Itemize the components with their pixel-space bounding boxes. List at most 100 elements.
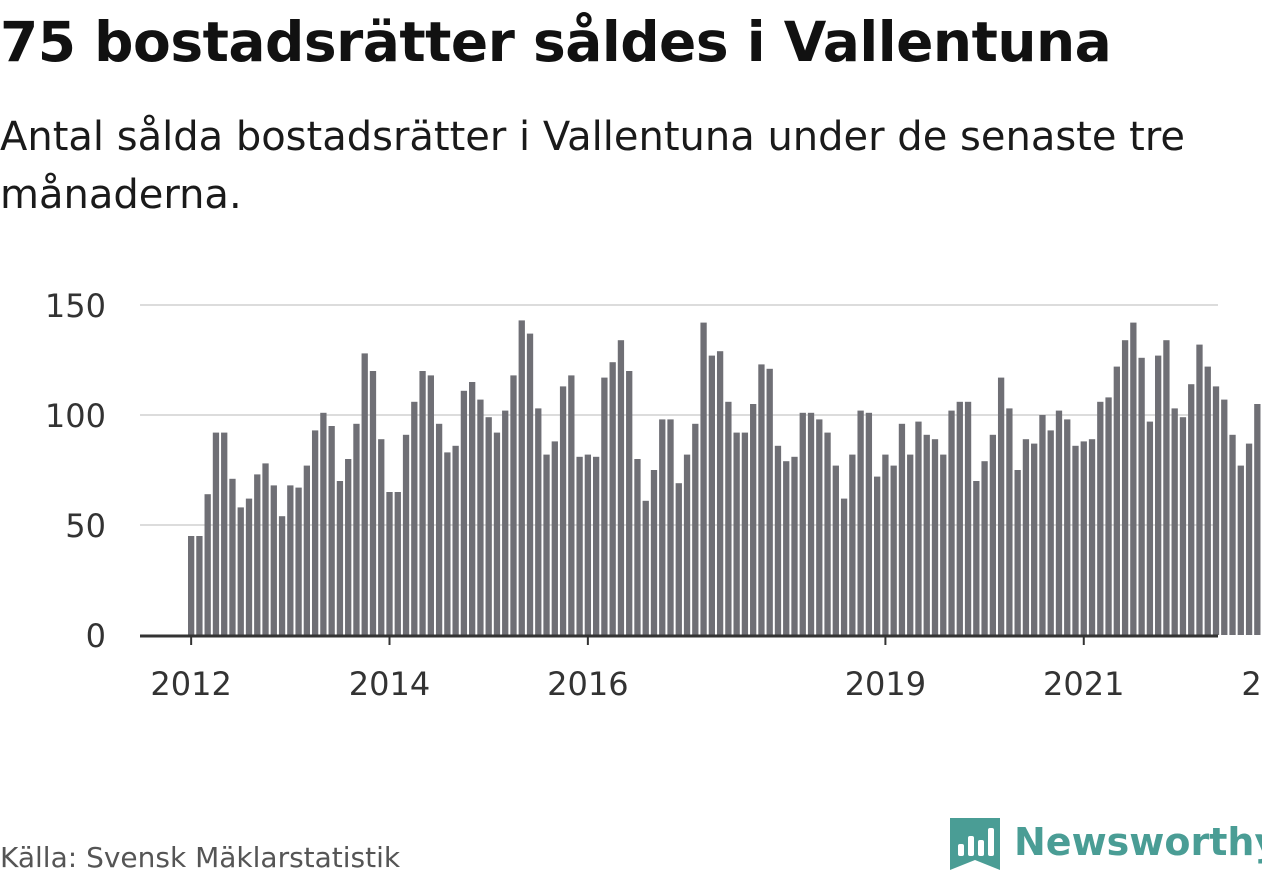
bar [617, 340, 625, 635]
bar [402, 434, 410, 635]
bar [196, 536, 203, 635]
bar [766, 368, 773, 635]
bar [419, 371, 426, 635]
source-note: Källa: Svensk Mäklarstatistik [0, 841, 401, 874]
bar [543, 454, 550, 635]
bar [915, 421, 922, 635]
bar [477, 399, 484, 635]
bar [369, 371, 377, 635]
bar [270, 485, 277, 635]
bar [824, 432, 831, 635]
bar [245, 498, 253, 635]
bar [1229, 434, 1236, 635]
x-tick-label: 2021 [1043, 665, 1124, 703]
bar [361, 353, 368, 635]
bar [1006, 408, 1013, 635]
bar [336, 481, 344, 635]
bar [221, 432, 228, 635]
bar [783, 461, 790, 635]
bar [576, 456, 583, 635]
bar [882, 454, 889, 635]
bar [212, 432, 220, 635]
bar [411, 401, 418, 635]
bar [907, 454, 914, 635]
bar [758, 364, 765, 635]
bar [601, 377, 608, 635]
bar [1254, 404, 1261, 635]
bar [378, 439, 385, 635]
bar [716, 351, 724, 635]
bar [568, 375, 575, 635]
bar [204, 494, 211, 635]
bar [609, 362, 616, 635]
bar [840, 498, 848, 635]
bar [948, 410, 955, 635]
bar [667, 419, 674, 635]
bar [857, 410, 864, 635]
bar [1130, 322, 1137, 635]
bar [1088, 439, 1096, 635]
bar [989, 434, 997, 635]
bar [1022, 439, 1030, 635]
bar [469, 382, 476, 635]
bar [1163, 340, 1170, 635]
bar [1196, 344, 1203, 635]
bar [1080, 441, 1087, 635]
bar [1146, 421, 1154, 635]
bar [584, 454, 592, 635]
x-tick-label: 2023 [1241, 665, 1262, 703]
bar [791, 456, 798, 635]
bar [733, 432, 740, 635]
bar [1179, 417, 1187, 635]
bar [1105, 397, 1112, 635]
bar [1221, 399, 1228, 635]
bar [890, 465, 897, 635]
bar [865, 412, 873, 635]
bar [353, 423, 360, 635]
y-tick-label: 0 [86, 617, 106, 655]
bar [493, 432, 501, 635]
bar [626, 371, 633, 635]
y-tick-label: 150 [45, 287, 106, 325]
bar [237, 507, 244, 635]
bar [303, 465, 311, 635]
bar [386, 492, 393, 635]
bar [964, 401, 972, 635]
bar [518, 320, 525, 635]
bar [1121, 340, 1129, 635]
bar [931, 439, 939, 635]
bar [750, 404, 757, 635]
bar [452, 445, 459, 635]
x-tick-label: 2016 [547, 665, 628, 703]
bar [1113, 366, 1120, 635]
bar [816, 419, 823, 635]
bar [849, 454, 856, 635]
bars [188, 320, 1261, 635]
bar [642, 500, 649, 635]
bar [188, 536, 195, 635]
bar [254, 474, 261, 635]
bar [1014, 470, 1021, 635]
bar [1047, 430, 1054, 635]
bar [725, 401, 732, 635]
bar [394, 492, 401, 635]
bar [444, 452, 451, 635]
x-tick-label: 2014 [349, 665, 430, 703]
bar [874, 476, 881, 635]
bar [559, 386, 567, 635]
bar [774, 445, 782, 635]
bar [923, 434, 930, 635]
bar [692, 423, 699, 635]
bar [1138, 357, 1145, 635]
chart-subtitle: Antal sålda bostadsrätter i Vallentuna u… [0, 114, 1186, 218]
y-tick-label: 100 [45, 397, 106, 435]
bar [287, 485, 294, 635]
bar [981, 461, 988, 635]
bar [485, 417, 492, 635]
bar [799, 412, 806, 635]
bar [311, 430, 319, 635]
bar [807, 412, 815, 635]
bar [535, 408, 542, 635]
bar [435, 423, 443, 635]
